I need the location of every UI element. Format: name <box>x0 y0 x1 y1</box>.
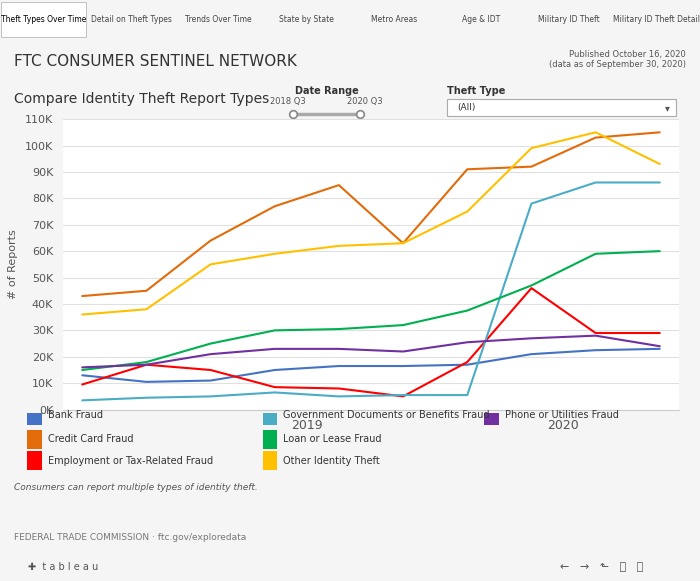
Text: Bank Fraud: Bank Fraud <box>48 410 103 420</box>
Text: Compare Identity Theft Report Types: Compare Identity Theft Report Types <box>14 92 270 106</box>
Text: Phone or Utilities Fraud: Phone or Utilities Fraud <box>505 410 618 420</box>
FancyBboxPatch shape <box>447 99 676 116</box>
Text: Detail on Theft Types: Detail on Theft Types <box>91 15 172 24</box>
Bar <box>262 451 277 471</box>
Text: FTC CONSUMER SENTINEL NETWORK: FTC CONSUMER SENTINEL NETWORK <box>14 54 297 69</box>
Text: FEDERAL TRADE COMMISSION · ftc.gov/exploredata: FEDERAL TRADE COMMISSION · ftc.gov/explo… <box>14 533 246 542</box>
Bar <box>262 405 277 425</box>
Text: Published October 16, 2020
(data as of September 30, 2020): Published October 16, 2020 (data as of S… <box>549 50 686 69</box>
Text: Credit Card Fraud: Credit Card Fraud <box>48 435 133 444</box>
Text: (All): (All) <box>458 103 476 112</box>
Text: Military ID Theft Detail: Military ID Theft Detail <box>612 15 700 24</box>
Text: 2020 Q3: 2020 Q3 <box>347 97 383 106</box>
Text: Theft Types Over Time: Theft Types Over Time <box>1 15 86 24</box>
Text: ←   →   ⬑   ⧉   🖫: ← → ⬑ ⧉ 🖫 <box>560 562 643 572</box>
Text: ✚  t a b l e a u: ✚ t a b l e a u <box>28 562 98 572</box>
Text: Other Identity Theft: Other Identity Theft <box>283 456 379 466</box>
Text: Loan or Lease Fraud: Loan or Lease Fraud <box>283 435 382 444</box>
Bar <box>484 405 499 425</box>
Bar <box>27 451 42 471</box>
Text: Date Range: Date Range <box>295 87 358 96</box>
Text: 2018 Q3: 2018 Q3 <box>270 97 306 106</box>
Bar <box>262 429 277 449</box>
Bar <box>27 405 42 425</box>
Text: Military ID Theft: Military ID Theft <box>538 15 600 24</box>
Bar <box>27 429 42 449</box>
Text: Age & IDT: Age & IDT <box>462 15 500 24</box>
Text: Government Documents or Benefits Fraud: Government Documents or Benefits Fraud <box>283 410 489 420</box>
Y-axis label: # of Reports: # of Reports <box>8 229 18 299</box>
Text: Metro Areas: Metro Areas <box>370 15 417 24</box>
FancyBboxPatch shape <box>1 2 86 37</box>
Text: Employment or Tax-Related Fraud: Employment or Tax-Related Fraud <box>48 456 213 466</box>
Text: Consumers can report multiple types of identity theft.: Consumers can report multiple types of i… <box>14 483 258 492</box>
Text: State by State: State by State <box>279 15 334 24</box>
Text: ▾: ▾ <box>665 103 670 113</box>
Text: Trends Over Time: Trends Over Time <box>186 15 252 24</box>
Text: Theft Type: Theft Type <box>447 87 506 96</box>
